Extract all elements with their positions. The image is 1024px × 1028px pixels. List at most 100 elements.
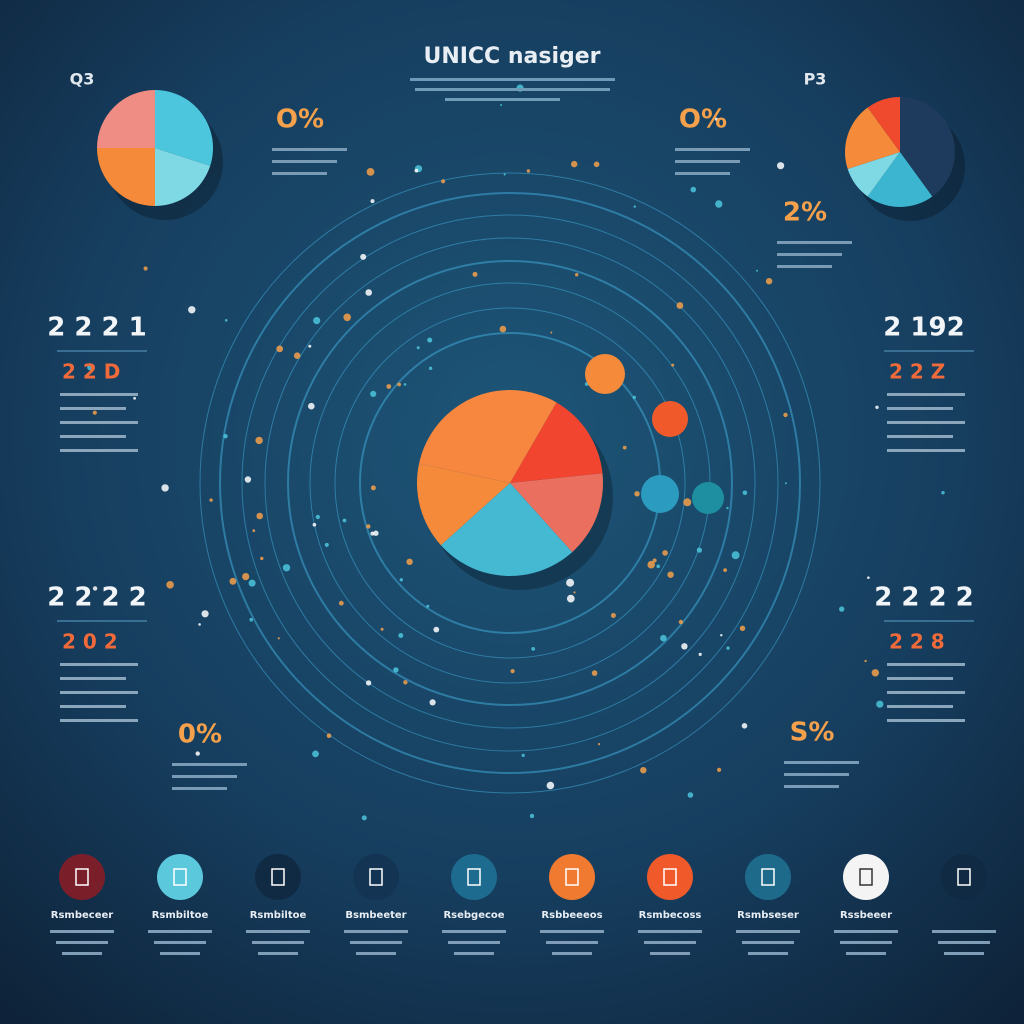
particle [248,579,256,587]
particle [386,384,392,389]
icon-label: Rsmbiltoe [250,910,307,921]
particle [683,498,692,507]
particle [593,161,600,168]
pie-slice [867,152,933,208]
particle [143,266,148,271]
percent-label: 0% [178,720,222,750]
icon [353,854,399,900]
particle [398,633,404,638]
text-line [448,941,500,944]
percent-label: 2% [783,198,827,228]
particle [566,578,575,587]
particle [313,317,321,325]
divider [884,350,974,352]
ring [199,172,821,794]
particle [260,556,264,561]
pie-slice [419,390,557,483]
text-line [777,241,852,244]
pie-slice [900,97,956,197]
particle [414,168,419,173]
text-line [675,148,750,151]
stat-sub: 2 2 D [62,360,120,384]
text-line [60,691,138,694]
particle [723,568,727,572]
icon-label: Rsmbeceer [51,910,114,921]
particle [500,104,503,106]
text-line [644,941,696,944]
text-line [932,930,996,933]
particle [399,578,403,582]
particle [676,302,684,309]
stat-sub: 2 2 8 [889,630,945,654]
particle [622,445,627,450]
ring [241,214,779,752]
particle [338,600,344,606]
icon-glyph [761,868,775,886]
text-line [748,952,788,955]
particle [315,514,320,520]
particles [87,84,945,821]
particle [380,627,384,631]
particle [875,405,879,409]
particle [526,169,531,173]
text-line [650,952,690,955]
text-line [252,941,304,944]
particle [426,604,430,608]
text-line [356,952,396,955]
text-line [60,449,138,452]
pie-slice [417,463,510,546]
particle [864,659,867,663]
text-line [350,941,402,944]
text-line [840,941,892,944]
particle [687,792,694,798]
particle [166,581,174,589]
text-line [834,930,898,933]
particle [429,699,436,706]
particle [201,610,209,618]
particle [598,743,601,746]
particle [726,646,730,650]
text-line [246,930,310,933]
text-line [944,952,984,955]
text-line [887,663,965,666]
particle [714,117,719,121]
particle [591,670,598,676]
pie-slice [510,402,603,483]
particle [161,484,169,492]
particle [195,751,200,756]
pie-slice [97,90,155,148]
text-line [60,719,138,722]
pie-slice [510,473,603,553]
text-line [784,773,849,776]
particle [397,382,401,387]
text-line [60,407,126,410]
particle [427,337,433,343]
stat-value: 2 2 2 2 [47,583,147,613]
ring [334,307,686,659]
particle [634,491,640,497]
particle [252,529,256,533]
icon-glyph [859,868,873,886]
pie-slice [97,148,155,206]
particle [662,550,668,556]
particle [671,363,675,367]
particle [365,289,373,296]
particle [720,634,723,637]
orbit-rings [199,172,821,794]
text-line [272,148,347,151]
text-line [258,952,298,955]
particle [531,647,536,651]
particle [784,482,787,485]
particle [839,606,845,612]
pie-slice [440,483,573,576]
icon-glyph [75,868,89,886]
particle [312,750,319,758]
text-line [546,941,598,944]
pie-slice [155,90,213,166]
text-line [742,941,794,944]
text-line [60,393,138,396]
particle [365,680,372,686]
icon [941,854,987,900]
icon [157,854,203,900]
particle [550,331,553,334]
